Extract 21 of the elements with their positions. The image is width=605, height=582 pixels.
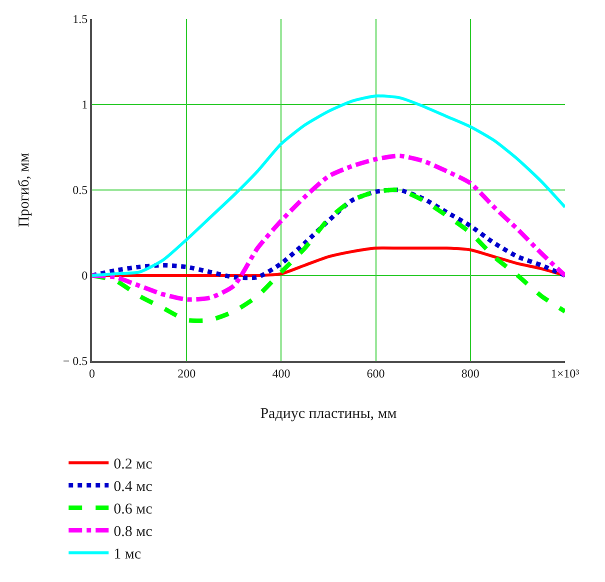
y-tick-label: − 0.5 [62, 354, 88, 368]
legend-label: 1 мс [114, 546, 142, 563]
y-tick-label: 1.5 [72, 12, 88, 26]
x-tick-label: 400 [272, 366, 290, 380]
x-tick-label: 1×10³ [550, 366, 580, 380]
line-series [92, 154, 565, 302]
y-tick-label: 1 [82, 98, 88, 112]
x-tick-label: 200 [178, 366, 196, 380]
legend-label: 0.2 мс [114, 456, 153, 473]
x-tick-label: 600 [366, 366, 385, 380]
line-series [92, 94, 565, 277]
x-tick-label: 800 [461, 366, 480, 380]
y-tick-label: 0.5 [72, 183, 88, 198]
legend-label: 0.6 мс [114, 502, 153, 518]
y-axis-title: Прогиб, мм [16, 152, 33, 228]
line-series [92, 188, 565, 280]
x-axis-title: Радиус пластины, мм [260, 406, 398, 422]
legend-label: 0.4 мс [114, 479, 153, 496]
legend-label: 0.8 мс [114, 524, 153, 540]
y-tick-label: 0 [82, 268, 88, 283]
line-series [92, 188, 565, 323]
